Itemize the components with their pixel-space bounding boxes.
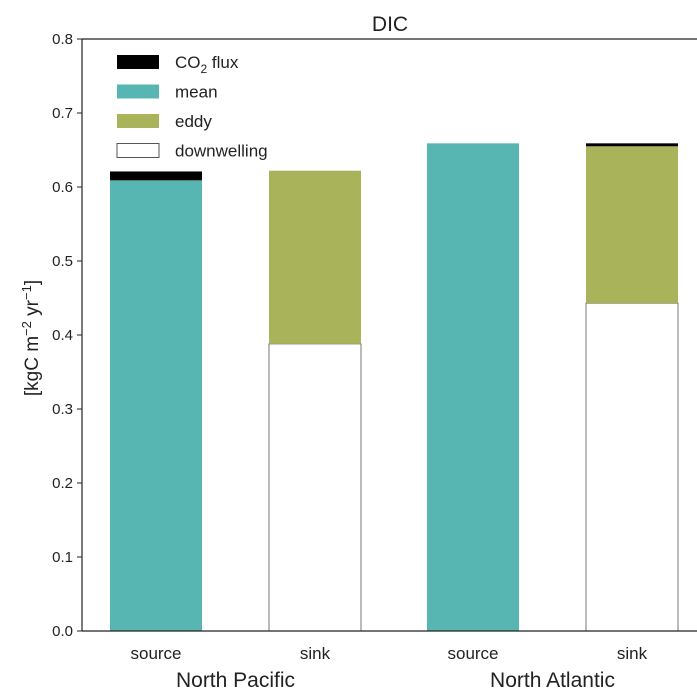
y-tick-label: 0.4 <box>52 327 73 344</box>
bar-segment-downwelling <box>585 302 679 632</box>
y-tick-label: 0.3 <box>52 401 73 418</box>
legend: CO2 flux mean eddy downwelling <box>116 53 268 161</box>
x-tick-label-sink: sink <box>300 644 331 663</box>
bar-segment-co2-flux <box>586 143 678 147</box>
y-tick-label: 0.2 <box>52 475 73 492</box>
x-labels: source sink source sink North Pacific North A… <box>130 644 647 692</box>
legend-label-eddy: eddy <box>175 112 212 131</box>
group-label: North Pacific <box>176 669 295 692</box>
y-ticks: 0.0 0.1 0.2 0.3 0.4 0.5 0.6 0.7 0.8 <box>52 31 82 640</box>
legend-label-downwelling: downwelling <box>175 142 268 161</box>
bar-segment-co2-flux <box>110 171 202 181</box>
y-tick-label: 0.8 <box>52 31 73 48</box>
bar-segment-eddy <box>269 170 361 344</box>
legend-label-co2-flux: CO2 flux <box>175 53 239 76</box>
chart-title: DIC <box>372 13 408 36</box>
axes <box>81 38 697 632</box>
y-tick-label: 0.5 <box>52 253 73 270</box>
legend-swatch-eddy <box>117 114 159 128</box>
x-tick-label-source: source <box>130 644 181 663</box>
bar-segment-downwelling <box>268 343 362 632</box>
bars <box>110 143 679 632</box>
legend-swatch-downwelling <box>116 143 160 158</box>
y-tick-label: 0.6 <box>52 179 73 196</box>
bar-segment-mean <box>427 143 519 631</box>
y-axis-label: [kgC m−2 yr−1] <box>19 280 43 396</box>
legend-label-mean: mean <box>175 83 218 102</box>
y-tick-label: 0.0 <box>52 623 73 640</box>
bar-segment-eddy <box>586 146 678 304</box>
x-tick-label-source: source <box>447 644 498 663</box>
group-label: North Atlantic <box>490 669 615 692</box>
x-tick-label-sink: sink <box>617 644 648 663</box>
y-tick-label: 0.7 <box>52 105 73 122</box>
legend-swatch-mean <box>117 84 159 99</box>
legend-swatch-co2-flux <box>117 55 159 69</box>
y-tick-label: 0.1 <box>52 549 73 566</box>
bar-segment-mean <box>110 180 202 631</box>
